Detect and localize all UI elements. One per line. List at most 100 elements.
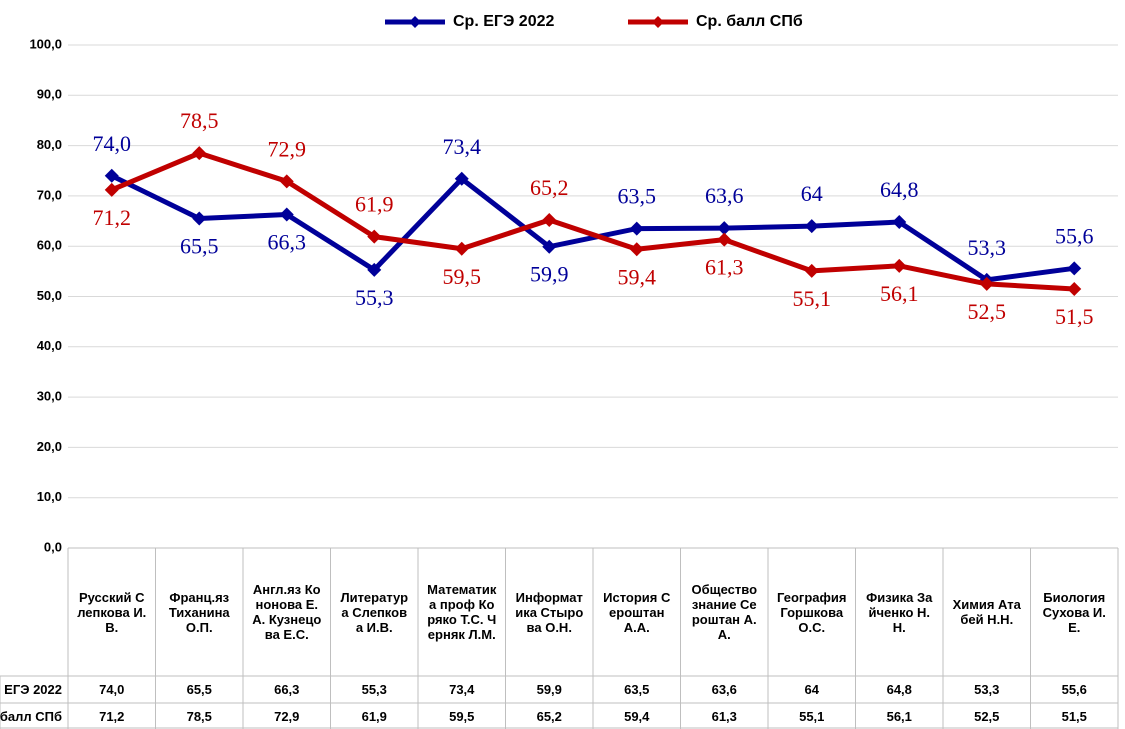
category-label: Физика Зайченко Н.Н.	[866, 589, 933, 635]
data-label: 55,1	[793, 286, 832, 311]
data-label: 52,5	[968, 299, 1007, 324]
data-label: 61,3	[705, 255, 744, 280]
point-marker	[629, 242, 644, 257]
data-label: 71,2	[93, 205, 132, 230]
table-value: 59,9	[536, 682, 562, 697]
category-label: Литература Слепкова И.В.	[340, 589, 409, 635]
point-marker	[892, 215, 907, 230]
point-marker	[542, 213, 557, 228]
table-value: 64	[804, 682, 819, 697]
legend-marker	[652, 16, 664, 28]
table-value: 51,5	[1061, 708, 1087, 724]
data-label: 63,6	[705, 183, 744, 208]
y-tick-label: 20,0	[37, 439, 62, 454]
y-tick-label: 50,0	[37, 288, 62, 303]
y-tick-label: 70,0	[37, 187, 62, 202]
y-tick-label: 60,0	[37, 238, 62, 253]
data-label: 65,5	[180, 234, 219, 259]
point-marker	[192, 211, 207, 226]
point-marker	[454, 171, 469, 186]
series-line	[110, 150, 1075, 292]
y-tick-label: 30,0	[37, 389, 62, 404]
table-value: 74,0	[99, 682, 125, 697]
y-tick-label: 100,0	[29, 36, 62, 51]
category-label: Франц.яз Тиханина О.П.	[168, 589, 230, 635]
series-line	[110, 173, 1075, 283]
table-value: 78,5	[186, 708, 212, 724]
data-label: 56,1	[880, 281, 919, 306]
data-label: 59,5	[443, 264, 482, 289]
point-marker	[454, 241, 469, 256]
data-label: 73,4	[443, 134, 482, 159]
table-value: 72,9	[274, 708, 300, 724]
data-label: 63,5	[618, 184, 657, 209]
data-label: 51,5	[1055, 304, 1094, 329]
point-marker	[979, 276, 994, 291]
data-label: 64	[801, 181, 823, 206]
data-label: 74,0	[93, 131, 132, 156]
category-label: Биология Сухова И.Е.	[1042, 589, 1106, 635]
point-marker	[279, 207, 294, 222]
category-label: Информатика Стырова О.Н.	[515, 589, 584, 635]
point-marker	[104, 168, 119, 183]
data-label: 78,5	[180, 108, 219, 133]
y-tick-label: 90,0	[37, 87, 62, 102]
data-label: 59,4	[618, 264, 657, 289]
category-label: Русский Слепкова И.В.	[77, 589, 147, 635]
table-value: 52,5	[974, 708, 1000, 724]
y-tick-label: 80,0	[37, 137, 62, 152]
point-marker	[192, 146, 207, 161]
point-marker	[1067, 281, 1082, 296]
legend-label: Ср. ЕГЭ 2022	[453, 13, 554, 30]
point-marker	[804, 263, 819, 278]
table-value: 66,3	[274, 682, 300, 697]
category-label: Химия Атабей Н.Н.	[952, 597, 1021, 627]
table-value: 61,9	[361, 708, 387, 724]
point-marker	[104, 182, 119, 197]
point-marker	[367, 262, 382, 277]
category-label: Англ.яз Кононова Е.А. Кузнецова Е.С.	[252, 582, 322, 642]
point-marker	[804, 219, 819, 234]
point-marker	[542, 239, 557, 254]
point-marker	[367, 229, 382, 244]
table-value: 71,2	[99, 708, 125, 724]
table-value: 55,6	[1061, 682, 1087, 697]
point-marker	[717, 221, 732, 236]
table-value: 55,1	[799, 708, 825, 724]
data-label: 55,6	[1055, 223, 1094, 248]
data-label: 65,2	[530, 175, 569, 200]
point-marker	[279, 174, 294, 189]
data-label: 64,8	[880, 177, 919, 202]
category-label: Обществознание Сероштан А.А.	[691, 582, 758, 642]
table-value: 56,1	[886, 708, 912, 724]
point-marker	[1067, 261, 1082, 276]
point-marker	[629, 221, 644, 236]
data-label: 72,9	[268, 136, 307, 161]
table-row-name: Ср. балл СПб	[0, 709, 62, 724]
table-value: 53,3	[974, 682, 1000, 697]
y-tick-label: 0,0	[44, 539, 62, 554]
table-value: 59,4	[624, 708, 650, 724]
data-label: 59,9	[530, 262, 569, 287]
table-value: 65,2	[536, 708, 562, 724]
data-label: 61,9	[355, 192, 394, 217]
table-value: 63,5	[624, 682, 650, 697]
category-label: История Сероштан А.А.	[603, 589, 671, 635]
legend-marker	[409, 16, 421, 28]
legend-label: Ср. балл СПб	[696, 13, 803, 30]
data-label: 55,3	[355, 285, 394, 310]
data-label: 53,3	[968, 235, 1007, 260]
table-value: 64,8	[886, 682, 912, 697]
table-value: 65,5	[186, 682, 212, 697]
table-value: 59,5	[449, 708, 475, 724]
table-value: 61,3	[711, 708, 737, 724]
table-value: 55,3	[361, 682, 387, 697]
point-marker	[892, 258, 907, 273]
category-label: Математика проф Коряко Т.С. Черняк Л.М.	[427, 582, 497, 642]
table-value: 63,6	[711, 682, 737, 697]
y-tick-label: 40,0	[37, 338, 62, 353]
data-label: 66,3	[268, 230, 307, 255]
y-tick-label: 10,0	[37, 489, 62, 504]
